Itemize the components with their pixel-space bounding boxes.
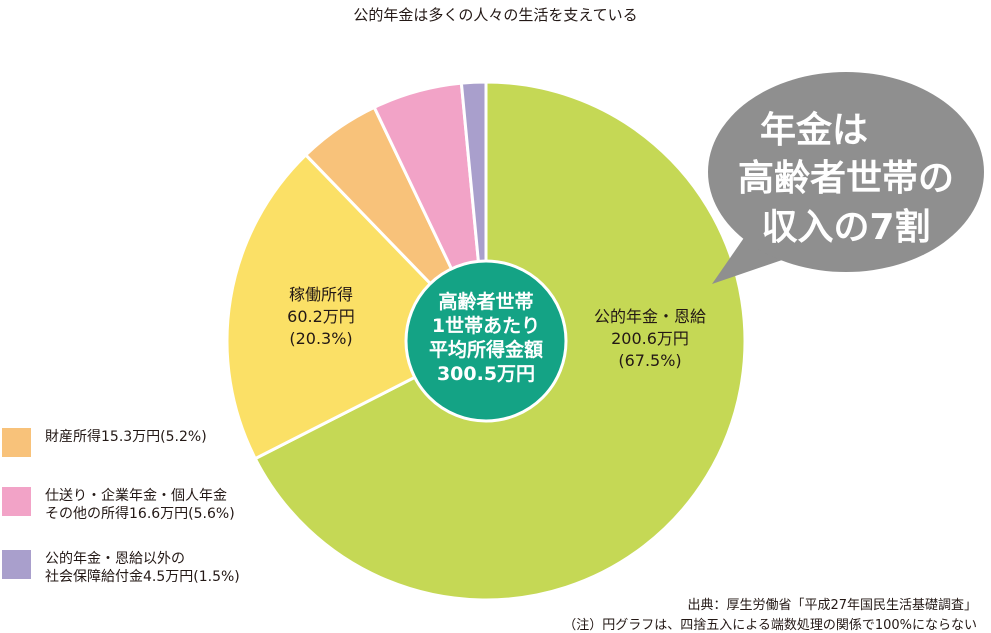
slice-label: 公的年金・恩給 — [594, 307, 706, 326]
callout-bubble — [708, 72, 984, 272]
center-label: 300.5万円 — [437, 363, 535, 385]
legend-swatch — [2, 487, 31, 516]
callout-tail — [712, 232, 788, 284]
pie-slice — [225, 152, 489, 461]
center-label: 平均所得金額 — [429, 338, 543, 361]
legend-label: 仕送り・企業年金・個人年金 — [45, 488, 227, 504]
slice-label: (20.3%) — [289, 329, 352, 348]
legend-label: 公的年金・恩給以外の — [45, 551, 185, 567]
slice-label: 稼働所得 — [289, 285, 353, 304]
center-label: 高齢者世帯 — [438, 290, 533, 313]
center-circle — [404, 259, 568, 423]
legend-swatch — [2, 428, 31, 457]
legend-item-property-income: 財産所得15.3万円(5.2%) — [2, 428, 207, 457]
callout-text: 高齢者世帯の — [738, 158, 954, 199]
legend-item-other-social-security: 公的年金・恩給以外の 社会保障給付金4.5万円(1.5%) — [2, 550, 240, 586]
legend-swatch — [2, 550, 31, 579]
legend-label: 社会保障給付金4.5万円(1.5%) — [45, 569, 240, 585]
slice-label: 60.2万円 — [287, 307, 355, 326]
slice-label: 200.6万円 — [611, 329, 689, 348]
callout-text: 年金は — [760, 109, 868, 151]
legend-label: その他の所得16.6万円(5.6%) — [45, 506, 235, 522]
footnote: （注）円グラフは、四捨五入による端数処理の関係で100%にならない — [563, 618, 977, 633]
source-note: 出典：厚生労働省「平成27年国民生活基礎調査」 — [687, 598, 977, 613]
legend-label: 財産所得15.3万円(5.2%) — [45, 429, 207, 445]
slice-label: (67.5%) — [618, 351, 681, 370]
legend-item-other-income: 仕送り・企業年金・個人年金 その他の所得16.6万円(5.6%) — [2, 487, 235, 523]
chart-title: 公的年金は多くの人々の生活を支えている — [353, 6, 638, 24]
callout-text: 収入の7割 — [761, 207, 930, 248]
center-label: 1世帯あたり — [432, 314, 540, 337]
